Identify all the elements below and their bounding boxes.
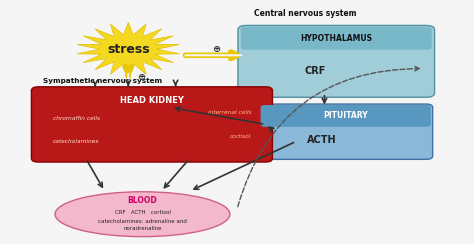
Text: BLOOD: BLOOD bbox=[128, 196, 157, 205]
FancyBboxPatch shape bbox=[261, 105, 431, 127]
Ellipse shape bbox=[55, 192, 230, 237]
Text: interrenal cells: interrenal cells bbox=[208, 110, 251, 115]
Text: ⊕: ⊕ bbox=[212, 44, 220, 54]
FancyBboxPatch shape bbox=[241, 27, 432, 50]
Text: noradrenaline: noradrenaline bbox=[123, 226, 162, 231]
Text: HYPOTHALAMUS: HYPOTHALAMUS bbox=[300, 34, 372, 43]
Text: catecholamines: adrenaline and: catecholamines: adrenaline and bbox=[98, 219, 187, 224]
Text: chromaffin cells: chromaffin cells bbox=[53, 116, 100, 122]
Text: PITUITARY: PITUITARY bbox=[323, 112, 368, 121]
Polygon shape bbox=[77, 22, 180, 76]
FancyBboxPatch shape bbox=[31, 87, 273, 162]
Text: stress: stress bbox=[107, 43, 150, 56]
Text: cortisol: cortisol bbox=[230, 134, 251, 139]
Text: Sympathetic nervous system: Sympathetic nervous system bbox=[43, 78, 163, 84]
Text: HEAD KIDNEY: HEAD KIDNEY bbox=[120, 96, 184, 105]
Text: Central nervous system: Central nervous system bbox=[254, 9, 356, 18]
FancyBboxPatch shape bbox=[259, 104, 433, 159]
FancyBboxPatch shape bbox=[238, 25, 435, 97]
Text: catecholamines: catecholamines bbox=[53, 139, 99, 144]
Text: CRF   ACTH   cortisol: CRF ACTH cortisol bbox=[115, 211, 171, 215]
Text: ⊕: ⊕ bbox=[137, 72, 145, 82]
Text: ACTH: ACTH bbox=[307, 135, 337, 145]
Text: CRF: CRF bbox=[304, 66, 325, 76]
